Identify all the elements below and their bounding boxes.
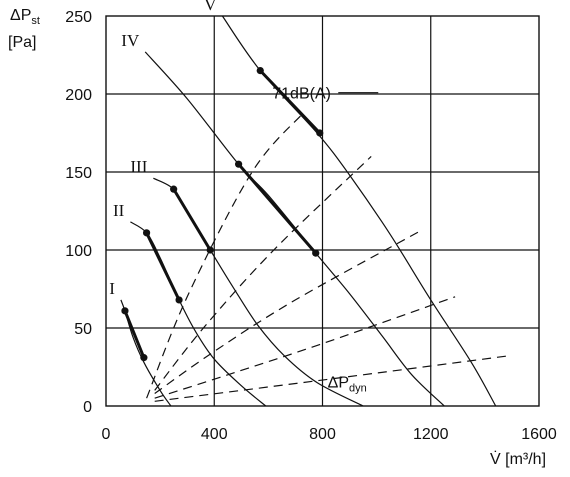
plot-frame: [105, 15, 540, 407]
operating-range-segment: [258, 69, 322, 135]
system-curve: [154, 155, 372, 391]
system-curve: [154, 229, 423, 394]
x-axis-label: V̇ [m³/h]: [490, 450, 546, 468]
operating-point: [170, 185, 178, 193]
curve-label: V: [204, 0, 217, 14]
operating-point: [142, 229, 151, 237]
system-curves: [146, 112, 507, 402]
y-axis-label-main: ΔP: [10, 7, 31, 24]
curve-label: III: [130, 157, 147, 176]
fan-curve-V: [221, 15, 497, 407]
grid-lines: [106, 16, 539, 406]
operating-point: [312, 249, 320, 257]
x-tick-label: 400: [201, 426, 228, 443]
operating-point: [140, 354, 148, 362]
operating-range-segment: [237, 162, 318, 255]
curve-label: II: [113, 201, 125, 220]
fan-curves: [120, 15, 497, 407]
operating-point: [121, 307, 129, 315]
operating-point: [206, 246, 214, 254]
x-tick-label: 1200: [413, 426, 449, 443]
y-axis-label-sub: st: [31, 15, 40, 27]
x-tick-label: 1600: [521, 426, 557, 443]
curve-label: IV: [121, 31, 140, 50]
x-tick-labels: 0 400 800 1200 1600: [102, 426, 557, 443]
system-curve: [146, 112, 305, 399]
y-tick-label: 200: [65, 87, 92, 104]
operating-point: [175, 296, 183, 304]
dynamic-pressure-sub: dyn: [349, 382, 367, 394]
fan-curve-III: [153, 177, 364, 407]
y-axis-unit: [Pa]: [8, 34, 36, 51]
x-tick-label: 0: [102, 426, 111, 443]
y-axis-label: ΔPst: [10, 7, 40, 27]
operating-range-segment: [145, 231, 181, 302]
noise-level-label: 71dB(A): [272, 86, 331, 103]
operating-range-segment: [172, 187, 212, 252]
dynamic-pressure-main: ΔP: [328, 374, 349, 391]
y-tick-label: 100: [65, 243, 92, 260]
operating-point: [316, 129, 324, 137]
y-tick-label: 150: [65, 165, 92, 182]
operating-point: [256, 67, 264, 75]
y-tick-label: 0: [83, 399, 92, 416]
y-tick-label: 250: [65, 9, 92, 26]
fan-curve-IV: [144, 51, 445, 407]
fan-curve-I: [120, 299, 172, 407]
fan-curve-II: [130, 221, 267, 407]
system-curve: [154, 296, 456, 399]
y-tick-label: 50: [74, 321, 92, 338]
operating-point: [235, 160, 243, 168]
curve-label: I: [109, 279, 115, 298]
dynamic-pressure-label: ΔPdyn: [328, 374, 367, 394]
operating-range-segment: [123, 309, 146, 360]
y-tick-labels: 0 50 100 150 200 250: [65, 9, 92, 416]
x-tick-label: 800: [309, 426, 336, 443]
